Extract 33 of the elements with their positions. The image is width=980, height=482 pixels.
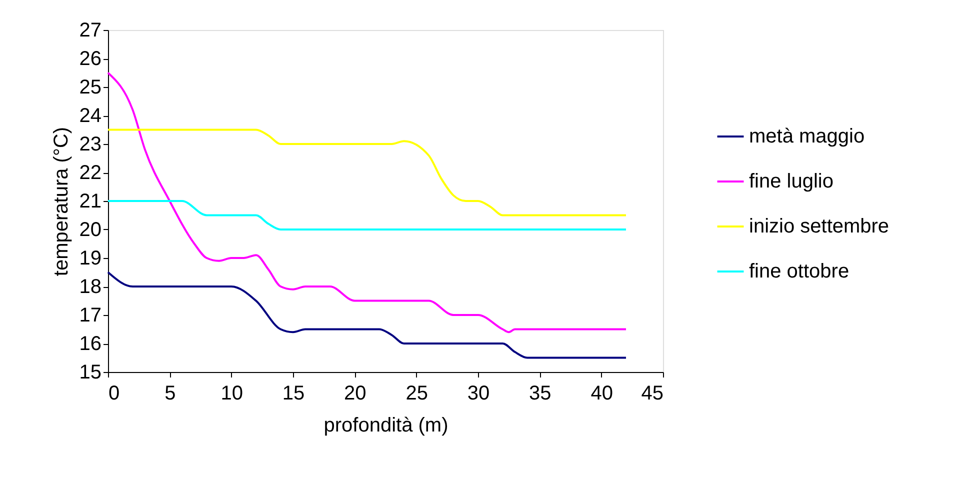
y-tick-label: 26: [79, 48, 102, 70]
y-tick-label: 25: [79, 76, 102, 98]
y-tick-label: 22: [79, 162, 102, 184]
line-series: [107, 200, 627, 230]
x-tick-label: 10: [220, 382, 243, 404]
line-series: [107, 271, 627, 359]
x-tick-label: 15: [282, 382, 305, 404]
legend-label: metà maggio: [749, 126, 865, 148]
y-tick-label: 16: [79, 333, 102, 355]
legend-label: fine luglio: [749, 170, 834, 192]
line-series: [107, 72, 627, 334]
y-tick-label: 23: [79, 134, 102, 156]
y-tick-label: 19: [79, 248, 102, 270]
y-tick-label: 27: [79, 20, 102, 42]
legend-label: fine ottobre: [749, 260, 850, 282]
y-tick-label: 18: [79, 276, 102, 298]
x-tick-label: 35: [529, 382, 552, 404]
x-tick-label: 30: [467, 382, 490, 404]
line-series: [107, 128, 627, 216]
y-tick-label: 17: [79, 304, 102, 326]
legend-label: inizio settembre: [749, 216, 890, 238]
x-tick-label: 25: [406, 382, 428, 404]
y-tick-label: 15: [79, 362, 102, 384]
x-tick-label: 40: [590, 382, 613, 404]
y-tick-label: 20: [79, 219, 102, 241]
y-axis-title: temperatura (°C): [50, 126, 72, 276]
x-tick-label: 45: [641, 382, 664, 404]
x-axis-title: profondità (m): [324, 414, 448, 436]
y-tick-label: 24: [79, 105, 102, 127]
x-tick-label: 5: [164, 382, 176, 404]
x-tick-label: 20: [344, 382, 366, 404]
y-tick-label: 21: [79, 190, 102, 212]
x-tick-label: 0: [108, 382, 120, 404]
